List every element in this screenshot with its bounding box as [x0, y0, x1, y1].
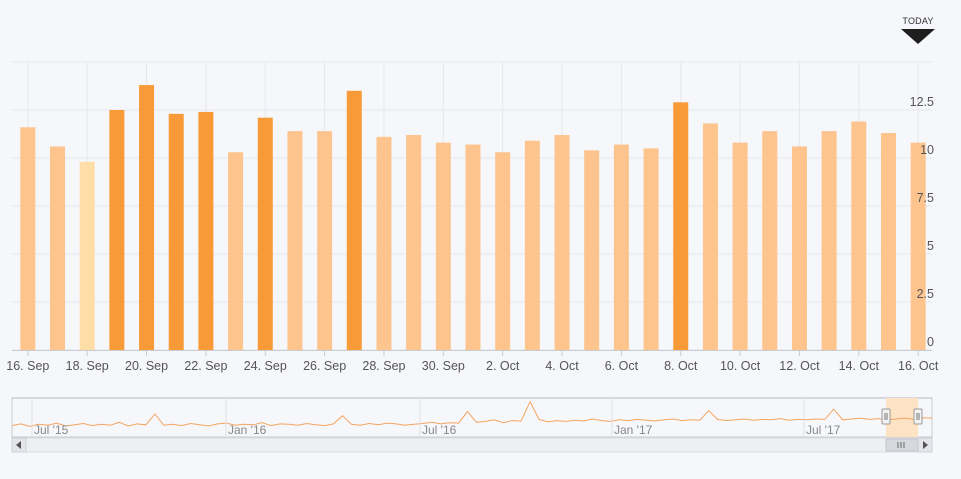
bar[interactable] — [406, 134, 422, 350]
navigator-label: Jul '15 — [34, 423, 69, 437]
bar[interactable] — [613, 144, 629, 350]
bar[interactable] — [317, 131, 333, 350]
y-axis: 0 2.5 5 7.5 10 12.5 — [910, 95, 934, 349]
x-tick-label: 18. Sep — [66, 359, 109, 373]
x-tick-label: 28. Sep — [362, 359, 405, 373]
bar[interactable] — [702, 123, 718, 350]
bar[interactable] — [465, 144, 481, 350]
bar[interactable] — [880, 133, 896, 350]
x-tick-label: 2. Oct — [486, 359, 520, 373]
bar[interactable] — [821, 131, 837, 350]
bar[interactable] — [435, 142, 451, 350]
navigator-label: Jul '16 — [422, 423, 457, 437]
navigator-label: Jan '16 — [228, 423, 267, 437]
y-tick-label: 10 — [920, 143, 934, 157]
navigator-handle[interactable] — [913, 408, 923, 425]
scroll-left-button[interactable] — [11, 437, 27, 453]
x-axis: 16. Sep 18. Sep 20. Sep 22. Sep 24. Sep 26. S… — [6, 350, 939, 373]
x-tick-label: 12. Oct — [779, 359, 820, 373]
navigator-series-line — [11, 400, 933, 427]
scrollbar-track[interactable] — [11, 437, 933, 453]
bar[interactable] — [584, 150, 600, 350]
x-tick-label: 14. Oct — [839, 359, 880, 373]
bar[interactable] — [79, 161, 95, 350]
today-label: TODAY — [902, 16, 934, 26]
arrow-right-icon — [923, 441, 928, 449]
navigator[interactable]: Jul '15 Jan '16 Jul '16 Jan '17 Jul '17 — [11, 397, 933, 438]
bar[interactable] — [851, 121, 867, 351]
x-tick-label: 6. Oct — [605, 359, 639, 373]
bar[interactable] — [554, 134, 570, 350]
x-tick-label: 16. Sep — [6, 359, 49, 373]
bar[interactable] — [139, 85, 155, 350]
y-tick-label: 5 — [927, 239, 934, 253]
x-tick-label: 8. Oct — [664, 359, 698, 373]
arrow-left-icon — [16, 441, 21, 449]
bar[interactable] — [673, 102, 689, 350]
bar[interactable] — [287, 131, 303, 350]
navigator-selection[interactable] — [886, 398, 918, 437]
x-tick-label: 22. Sep — [184, 359, 227, 373]
navigator-frame — [11, 397, 933, 438]
y-tick-label: 0 — [927, 335, 934, 349]
bar[interactable] — [20, 127, 36, 350]
bar[interactable] — [910, 142, 926, 350]
y-tick-label: 7.5 — [917, 191, 934, 205]
bar[interactable] — [109, 110, 125, 350]
bar[interactable] — [791, 146, 807, 350]
navigator-label: Jul '17 — [806, 423, 841, 437]
navigator-label: Jan '17 — [614, 423, 653, 437]
y-tick-label: 2.5 — [917, 287, 934, 301]
x-tick-label: 16. Oct — [898, 359, 939, 373]
today-arrow-icon — [901, 29, 935, 44]
x-tick-label: 4. Oct — [545, 359, 579, 373]
x-tick-label: 10. Oct — [720, 359, 761, 373]
bar[interactable] — [228, 152, 244, 350]
scrollbar[interactable] — [11, 437, 933, 453]
x-tick-label: 24. Sep — [244, 359, 287, 373]
today-marker[interactable]: TODAY — [899, 16, 937, 44]
bar[interactable] — [376, 136, 392, 350]
bars — [20, 85, 926, 351]
bar[interactable] — [495, 152, 511, 350]
x-tick-label: 26. Sep — [303, 359, 346, 373]
x-tick-label: 30. Sep — [422, 359, 465, 373]
bar[interactable] — [762, 131, 778, 350]
navigator-handle[interactable] — [881, 408, 891, 425]
bar[interactable] — [50, 146, 66, 350]
scrollbar-thumb[interactable] — [885, 438, 919, 452]
bar[interactable] — [732, 142, 748, 350]
bar[interactable] — [168, 113, 184, 350]
bar[interactable] — [257, 117, 273, 351]
bar[interactable] — [346, 90, 362, 351]
bar[interactable] — [524, 140, 540, 350]
y-tick-label: 12.5 — [910, 95, 934, 109]
scroll-right-button[interactable] — [917, 437, 933, 453]
x-tick-label: 20. Sep — [125, 359, 168, 373]
bar[interactable] — [643, 148, 659, 350]
bar[interactable] — [198, 111, 214, 350]
